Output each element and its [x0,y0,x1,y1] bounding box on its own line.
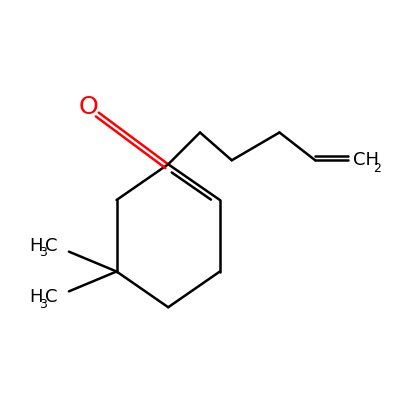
Text: 3: 3 [39,298,47,311]
Text: O: O [79,95,99,119]
Text: 2: 2 [373,162,381,175]
Text: H: H [29,237,43,255]
Text: 3: 3 [39,246,47,259]
Text: H: H [29,288,43,306]
Text: C: C [45,288,58,306]
Text: C: C [45,237,58,255]
Text: CH: CH [353,151,379,169]
